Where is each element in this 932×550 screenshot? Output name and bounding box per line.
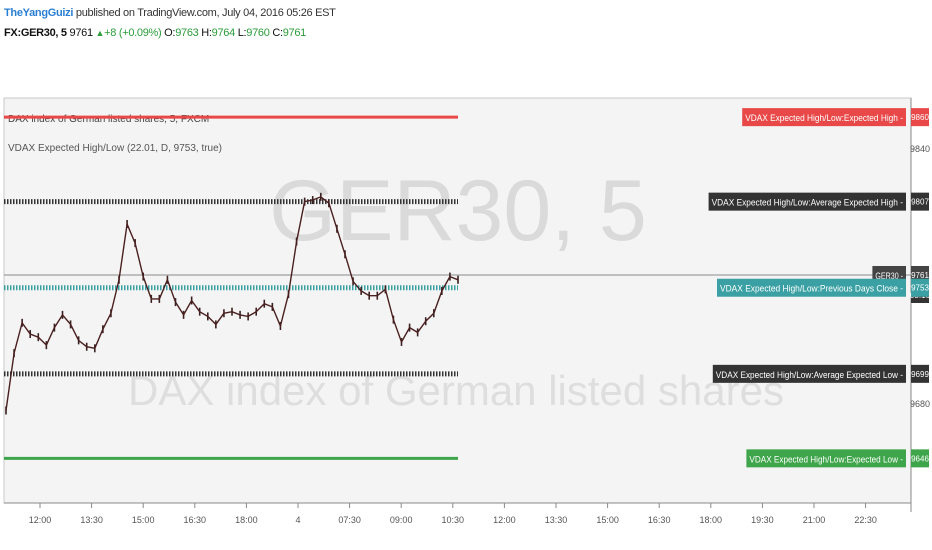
watermark-symbol: GER30, 5 bbox=[269, 163, 647, 259]
x-tick-label-11: 15:00 bbox=[596, 515, 619, 525]
level-value-box-1 bbox=[911, 192, 929, 211]
x-tick-label-15: 21:00 bbox=[803, 515, 826, 525]
level-value-text-4: 9699 bbox=[911, 370, 929, 379]
series-title: DAX index of German listed shares, 5, FX… bbox=[8, 114, 209, 125]
high-value: 9764 bbox=[211, 27, 236, 39]
level-label-box-0 bbox=[742, 108, 906, 127]
level-label-box-4 bbox=[712, 364, 906, 383]
level-label-text-5: VDAX Expected High/Low:Expected Low - bbox=[749, 454, 903, 464]
price-change: +8 (+0.09%) bbox=[104, 27, 162, 39]
author-link[interactable]: TheYangGuizi bbox=[4, 7, 74, 19]
level-value-text-3: 9753 bbox=[911, 284, 929, 293]
last-price: 9761 bbox=[69, 27, 94, 39]
x-tick-label-2: 15:00 bbox=[132, 515, 155, 525]
close-label: C: bbox=[272, 27, 283, 39]
x-tick-label-3: 16:30 bbox=[184, 515, 207, 525]
level-value-text-2: 9761 bbox=[911, 271, 929, 280]
level-value-text-5: 9646 bbox=[911, 454, 929, 463]
level-value-box-4 bbox=[911, 364, 929, 383]
y-tick-label-1: 9680 bbox=[910, 399, 930, 409]
indicator-title: VDAX Expected High/Low (22.01, D, 9753, … bbox=[8, 143, 222, 154]
x-tick-label-9: 12:00 bbox=[493, 515, 516, 525]
level-value-text-1: 9807 bbox=[911, 198, 929, 207]
x-tick-label-5: 4 bbox=[295, 515, 300, 525]
x-tick-label-14: 19:30 bbox=[751, 515, 774, 525]
level-label-box-5 bbox=[746, 449, 906, 468]
level-value-box-0 bbox=[911, 108, 929, 127]
low-label: L: bbox=[237, 27, 247, 39]
x-tick-label-13: 18:00 bbox=[700, 515, 723, 525]
level-label-text-4: VDAX Expected High/Low:Average Expected … bbox=[716, 370, 903, 380]
watermark-description: DAX index of German listed shares bbox=[128, 367, 784, 414]
ohlc-line: FX:GER30, 5 9761 ▲+8 (+0.09%) O:9763 H:9… bbox=[4, 27, 306, 39]
level-value-box-3 bbox=[911, 278, 929, 297]
y-tick-label-0: 9840 bbox=[910, 144, 930, 154]
x-tick-label-10: 13:30 bbox=[545, 515, 568, 525]
level-value-box-5 bbox=[911, 449, 929, 468]
x-tick-label-12: 16:30 bbox=[648, 515, 671, 525]
level-label-box-1 bbox=[708, 192, 906, 211]
x-tick-label-6: 07:30 bbox=[338, 515, 361, 525]
publish-info: TheYangGuizi published on TradingView.co… bbox=[4, 7, 336, 19]
level-value-text-0: 9860 bbox=[911, 113, 929, 122]
level-label-text-3: VDAX Expected High/Low:Previous Days Clo… bbox=[720, 284, 903, 294]
x-tick-label-0: 12:00 bbox=[29, 515, 52, 525]
low-value: 9760 bbox=[246, 27, 270, 39]
high-label: H: bbox=[201, 27, 212, 39]
x-tick-label-4: 18:00 bbox=[235, 515, 258, 525]
open-value: 9763 bbox=[175, 27, 199, 39]
level-label-text-2: GER30 - bbox=[875, 271, 903, 281]
symbol-label: FX:GER30, 5 bbox=[4, 27, 67, 39]
up-triangle-icon: ▲ bbox=[95, 28, 105, 38]
x-tick-label-16: 22:30 bbox=[854, 515, 877, 525]
close-value: 9761 bbox=[282, 27, 307, 39]
level-label-text-1: VDAX Expected High/Low:Average Expected … bbox=[712, 198, 903, 208]
x-tick-label-8: 10:30 bbox=[442, 515, 465, 525]
x-tick-label-7: 09:00 bbox=[390, 515, 413, 525]
level-label-text-0: VDAX Expected High/Low:Expected High - bbox=[745, 113, 903, 123]
level-label-box-3 bbox=[717, 278, 906, 297]
plot-area bbox=[3, 97, 912, 504]
price-line bbox=[5, 196, 459, 411]
open-label: O: bbox=[164, 27, 176, 39]
x-tick-label-1: 13:30 bbox=[80, 515, 103, 525]
published-text: published on TradingView.com, July 04, 2… bbox=[75, 7, 336, 19]
